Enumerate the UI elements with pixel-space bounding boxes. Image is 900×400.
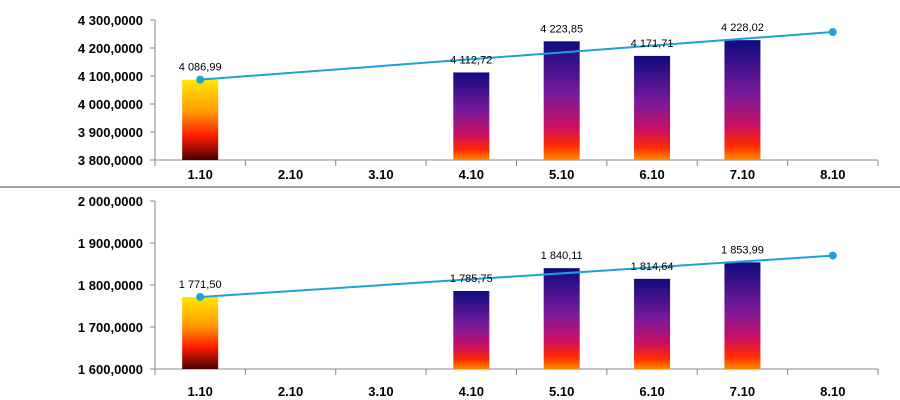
x-tick-label: 1.10 [188, 384, 213, 399]
chart-panel-top: 3 800,0000 3 900,0000 4 000,0000 4 100,0000… [78, 13, 879, 182]
x-tick-label: 8.10 [820, 384, 845, 399]
bar-4.10 [453, 290, 490, 369]
trend-line [200, 31, 833, 81]
x-tick-label: 7.10 [730, 167, 755, 182]
y-tick-label: 1 900,0000 [78, 236, 143, 251]
bar-4.10 [453, 72, 490, 160]
bar-7.10 [724, 262, 761, 369]
y-tick-label: 4 300,0000 [78, 13, 143, 28]
data-label: 1 785,75 [450, 273, 493, 285]
x-tick-label: 3.10 [368, 167, 393, 182]
y-tick-label: 3 900,0000 [78, 125, 143, 140]
trend-point [196, 292, 205, 301]
bar-6.10 [634, 278, 671, 369]
data-label: 4 223,85 [540, 23, 583, 35]
y-tick-label: 1 800,0000 [78, 278, 143, 293]
trend-line [200, 254, 833, 298]
x-tick-label: 7.10 [730, 384, 755, 399]
y-tick-label: 1 700,0000 [78, 320, 143, 335]
bar-6.10 [634, 55, 671, 160]
x-tick-label: 2.10 [278, 167, 303, 182]
x-tick-label: 1.10 [188, 167, 213, 182]
x-tick-label: 6.10 [639, 384, 664, 399]
x-tick-label: 4.10 [459, 167, 484, 182]
data-label: 1 771,50 [179, 279, 222, 291]
y-tick-label: 3 800,0000 [78, 153, 143, 168]
x-tick-label: 8.10 [820, 167, 845, 182]
y-tick-label: 1 600,0000 [78, 362, 143, 377]
bar-7.10 [724, 40, 761, 160]
trend-point [828, 28, 837, 37]
trend-point [196, 75, 205, 84]
x-tick-label: 5.10 [549, 167, 574, 182]
data-label: 4 112,72 [450, 54, 492, 66]
bar-1.10 [182, 79, 219, 160]
bar-1.10 [182, 296, 219, 369]
data-label: 4 086,99 [179, 62, 222, 74]
x-tick-label: 2.10 [278, 384, 303, 399]
chart-panel-bottom: 1 600,0000 1 700,0000 1 800,0000 1 900,0000… [78, 194, 879, 399]
data-label: 1 853,99 [721, 244, 764, 256]
x-tick-label: 4.10 [459, 384, 484, 399]
y-tick-label: 4 000,0000 [78, 97, 143, 112]
bar-5.10 [543, 41, 580, 160]
bar-5.10 [543, 268, 580, 369]
y-tick-label: 4 100,0000 [78, 69, 143, 84]
trend-point [828, 251, 837, 260]
x-tick-label: 6.10 [639, 167, 664, 182]
data-label: 4 228,02 [721, 22, 764, 34]
y-tick-label: 2 000,0000 [78, 194, 143, 209]
data-label: 1 840,11 [541, 250, 583, 262]
x-tick-label: 5.10 [549, 384, 574, 399]
x-tick-label: 3.10 [368, 384, 393, 399]
data-label: 1 814,64 [631, 261, 674, 273]
y-tick-label: 4 200,0000 [78, 41, 143, 56]
data-label: 4 171,71 [631, 38, 674, 50]
